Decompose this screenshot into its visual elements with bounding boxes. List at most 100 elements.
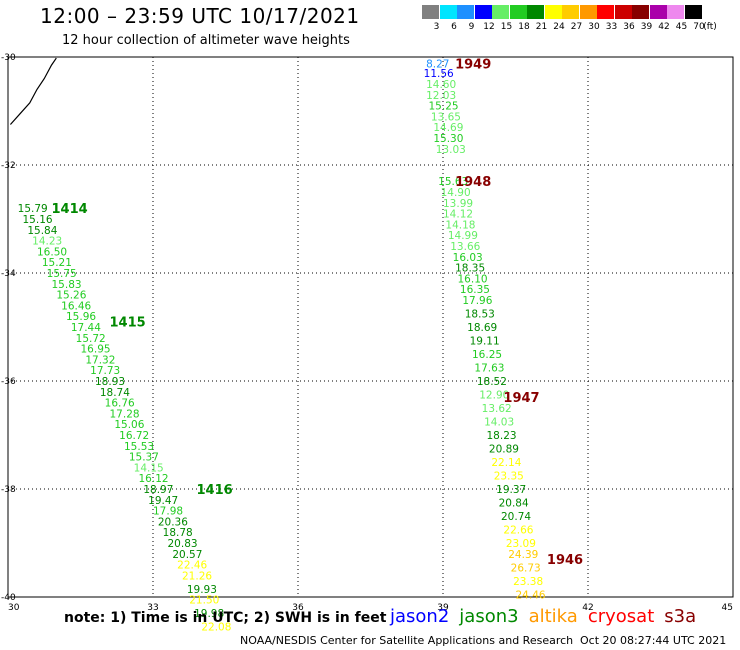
- colorbar-swatch: [649, 5, 667, 19]
- wave-height-label: 18.97: [143, 484, 173, 496]
- legend-item-altika: altika: [528, 606, 578, 627]
- wave-height-label: 15.96: [66, 311, 96, 323]
- wave-height-label: 17.28: [110, 408, 140, 420]
- wave-height-label: 18.93: [95, 376, 125, 388]
- x-tick-label: 36: [292, 603, 304, 613]
- colorbar-label: 3: [433, 22, 440, 32]
- y-tick-label: -38: [1, 485, 16, 495]
- wave-height-label: 15.75: [47, 268, 77, 280]
- colorbar-label: 12: [483, 22, 495, 32]
- wave-height-label: 15.16: [23, 214, 53, 226]
- colorbar-swatch: [544, 5, 562, 19]
- wave-height-label: 15.53: [124, 441, 154, 453]
- wave-height-label: 20.89: [489, 444, 519, 456]
- wave-height-label: 21.50: [189, 595, 219, 607]
- colorbar-label: 24: [553, 22, 565, 32]
- y-tick-label: -30: [1, 53, 16, 63]
- x-tick-label: 39: [437, 603, 449, 613]
- wave-height-label: 15.37: [129, 452, 159, 464]
- wave-height-label: 14.69: [433, 122, 463, 134]
- wave-height-label: 16.12: [139, 473, 169, 485]
- colorbar-label: 36: [623, 22, 635, 32]
- wave-height-label: 14.03: [484, 417, 514, 429]
- colorbar-label: 18: [518, 22, 530, 32]
- colorbar-label: 33: [605, 22, 618, 32]
- wave-height-label: 17.44: [71, 322, 101, 334]
- colorbar-swatch: [667, 5, 684, 19]
- pass-time-label: 1946: [547, 553, 583, 568]
- wave-height-label: 19.11: [470, 336, 500, 348]
- wave-height-label: 14.90: [441, 187, 471, 199]
- wave-height-label: 15.25: [429, 101, 459, 113]
- wave-height-label: 12.90: [479, 390, 509, 402]
- wave-height-label: 18.69: [467, 322, 497, 334]
- colorbar-swatch: [597, 5, 614, 19]
- legend-item-s3a: s3a: [664, 606, 697, 627]
- colorbar-label: 6: [451, 22, 457, 32]
- colorbar-swatch: [474, 5, 492, 19]
- wave-height-label: 15.72: [76, 333, 106, 345]
- colorbar-label: 27: [570, 22, 583, 32]
- x-tick-label: 42: [582, 603, 593, 613]
- y-tick-label: -40: [1, 593, 16, 603]
- colorbar-swatch: [457, 5, 474, 19]
- wave-height-label: 14.15: [134, 462, 164, 474]
- wave-height-label: 18.78: [163, 527, 193, 539]
- footer-credit: NOAA/NESDIS Center for Satellite Applica…: [240, 634, 574, 647]
- wave-height-label: 13.99: [443, 198, 473, 210]
- wave-height-label: 19.93: [187, 584, 217, 596]
- wave-height-label: 14.12: [443, 209, 473, 221]
- wave-height-label: 16.10: [458, 273, 488, 285]
- pass-time-label: 1414: [52, 202, 88, 217]
- chart-subtitle: 12 hour collection of altimeter wave hei…: [62, 33, 350, 48]
- wave-height-label: 14.60: [426, 79, 456, 91]
- wave-height-label: 16.72: [119, 430, 149, 442]
- wave-height-label: 20.74: [501, 511, 531, 523]
- wave-height-label: 23.35: [494, 471, 524, 483]
- pass-time-label: 1949: [455, 57, 491, 72]
- wave-height-label: 15.06: [114, 419, 144, 431]
- wave-height-label: 15.21: [42, 257, 72, 269]
- wave-height-label: 17.32: [85, 354, 115, 366]
- wave-height-label: 20.36: [158, 516, 188, 528]
- plot-frame: [7, 56, 734, 598]
- wave-height-label: 15.30: [433, 133, 463, 145]
- wave-height-label: 14.23: [32, 236, 62, 248]
- satellite-legend: jason2 jason3 altika cryosat s3a: [390, 606, 706, 627]
- wave-height-label: 20.84: [499, 498, 529, 510]
- colorbar-label: 9: [468, 22, 475, 32]
- note-text: note: 1) Time is in UTC; 2) SWH is in fe…: [64, 610, 387, 626]
- wave-height-label: 17.96: [462, 295, 492, 307]
- wave-height-label: 23.09: [506, 538, 536, 550]
- pass-time-label: 1415: [110, 316, 146, 331]
- wave-height-label: 21.26: [182, 570, 212, 582]
- x-tick-label: 30: [8, 603, 20, 613]
- wave-height-label: 19.37: [496, 484, 526, 496]
- colorbar-swatch: [684, 5, 702, 19]
- colorbar-swatch: [579, 5, 597, 19]
- colorbar-label: 21: [535, 22, 548, 32]
- colorbar-label: 45: [675, 22, 688, 32]
- wave-height-label: 13.62: [482, 403, 512, 415]
- colorbar-label: 42: [658, 22, 670, 32]
- coastline: [9, 57, 57, 125]
- wave-height-label: 15.26: [56, 290, 86, 302]
- wave-height-label: 18.53: [465, 309, 495, 321]
- legend-item-cryosat: cryosat: [587, 606, 655, 627]
- y-tick-label: -32: [1, 161, 16, 171]
- colorbar-swatch: [614, 5, 632, 19]
- wave-height-label: 15.83: [52, 279, 82, 291]
- wave-height-label: 15.63: [438, 176, 468, 188]
- pass-time-label: 1416: [197, 483, 233, 498]
- wave-height-label: 16.95: [81, 344, 111, 356]
- wave-height-label: 18.74: [100, 387, 130, 399]
- wave-height-label: 16.50: [37, 246, 67, 258]
- legend-item-jason2: jason2: [390, 606, 450, 627]
- wave-height-label: 12.03: [426, 90, 456, 102]
- wave-height-label: 22.08: [201, 622, 231, 634]
- colorbar-swatch: [422, 5, 439, 19]
- x-tick-label: 33: [147, 603, 158, 613]
- wave-height-label: 13.65: [431, 111, 461, 123]
- wave-height-label: 19.47: [148, 495, 178, 507]
- colorbar-unit: (ft): [703, 22, 717, 32]
